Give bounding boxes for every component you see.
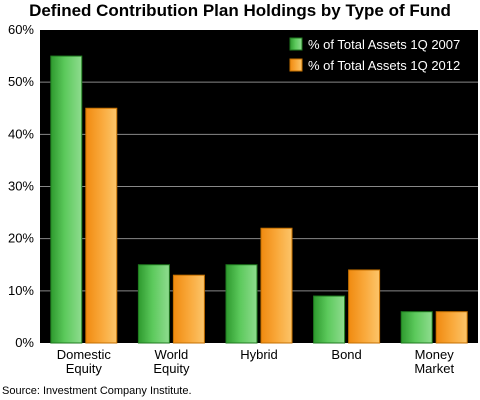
y-tick-label: 60% <box>8 22 34 37</box>
legend-swatch <box>289 37 303 51</box>
bar-2007 <box>313 295 346 344</box>
y-tick-label: 50% <box>8 74 34 89</box>
legend-label: % of Total Assets 1Q 2007 <box>308 37 460 52</box>
y-tick-label: 30% <box>8 179 34 194</box>
legend-swatch <box>289 58 303 72</box>
y-tick-label: 0% <box>15 335 34 350</box>
bar-2012 <box>348 269 381 344</box>
y-axis: 0% 10% 20% 30% 40% 50% 60% <box>8 22 34 350</box>
bar-2012 <box>85 107 118 344</box>
x-tick-label: Bond <box>331 347 361 362</box>
x-tick-label: World Equity <box>153 347 190 376</box>
bar-2012 <box>172 274 205 344</box>
bars <box>50 55 468 344</box>
bar-2007 <box>137 264 170 344</box>
x-tick-label: Hybrid <box>240 347 278 362</box>
y-tick-label: 40% <box>8 126 34 141</box>
chart-title: Defined Contribution Plan Holdings by Ty… <box>29 1 451 20</box>
legend-label: % of Total Assets 1Q 2012 <box>308 58 460 73</box>
x-tick-label: Money Market <box>414 347 454 376</box>
x-tick-label: Domestic Equity <box>57 347 112 376</box>
y-tick-label: 20% <box>8 231 34 246</box>
y-tick-label: 10% <box>8 283 34 298</box>
bar-2007 <box>50 55 83 344</box>
source-note: Source: Investment Company Institute. <box>2 385 192 397</box>
x-axis: Domestic Equity World Equity Hybrid Bond Money… <box>57 347 455 376</box>
legend: % of Total Assets 1Q 2007 % of Total Asse… <box>289 37 460 73</box>
bar-2012 <box>260 227 293 344</box>
bar-2012 <box>435 311 468 344</box>
bar-2007 <box>225 264 258 344</box>
bar-2007 <box>400 311 433 344</box>
